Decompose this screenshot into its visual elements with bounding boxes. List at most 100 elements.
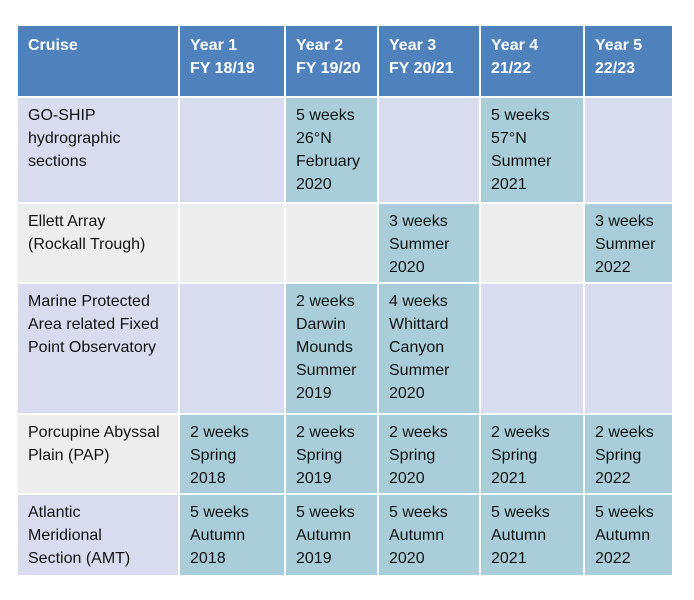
schedule-line: Spring <box>296 447 343 464</box>
cruise-name-line: Plain (PAP) <box>28 447 110 464</box>
cruise-name-line: Meridional <box>28 527 102 544</box>
schedule-line: 26°N <box>296 130 332 147</box>
schedule-line: 2021 <box>491 550 527 567</box>
schedule-line: 2020 <box>389 259 425 276</box>
schedule-line: 5 weeks <box>190 504 249 521</box>
cruise-name-line: GO-SHIP <box>28 107 96 124</box>
schedule-cell: 5 weeks Autumn 2021 <box>481 495 585 577</box>
schedule-line: 5 weeks <box>389 504 448 521</box>
schedule-cell: 2 weeks Spring 2022 <box>585 415 672 495</box>
cruise-name-line: Marine Protected <box>28 293 150 310</box>
schedule-line: 2 weeks <box>296 424 355 441</box>
schedule-line: 2019 <box>296 385 332 402</box>
schedule-line: Summer <box>296 362 357 379</box>
schedule-line: Summer <box>595 236 656 253</box>
schedule-line: Spring <box>595 447 642 464</box>
schedule-line: 2021 <box>491 470 527 487</box>
schedule-cell: 5 weeks Autumn 2022 <box>585 495 672 577</box>
cruise-name-cell: Atlantic Meridional Section (AMT) <box>18 495 180 577</box>
schedule-line: 5 weeks <box>491 504 550 521</box>
schedule-line: 2020 <box>389 550 425 567</box>
schedule-line: 2019 <box>296 550 332 567</box>
cruise-name-line: sections <box>28 153 87 170</box>
schedule-cell: 5 weeks 57°N Summer 2021 <box>481 98 585 204</box>
header-year-4: Year 4 21/22 <box>481 26 585 98</box>
schedule-line: Darwin <box>296 316 346 333</box>
schedule-line: Summer <box>491 153 552 170</box>
cruise-name-line: Atlantic <box>28 504 81 521</box>
header-year-1: Year 1 FY 18/19 <box>180 26 286 98</box>
schedule-line: 2018 <box>190 550 226 567</box>
empty-cell <box>481 204 585 284</box>
schedule-line: 5 weeks <box>296 504 355 521</box>
schedule-cell: 5 weeks Autumn 2019 <box>286 495 379 577</box>
cruise-schedule-table: Cruise Year 1 FY 18/19 Year 2 FY 19/20 Yea… <box>18 26 672 577</box>
schedule-cell: 4 weeks Whittard Canyon Summer 2020 <box>379 284 481 415</box>
cruise-name-line: Area related Fixed <box>28 316 159 333</box>
cruise-name-cell: Marine Protected Area related Fixed Point … <box>18 284 180 415</box>
schedule-line: 5 weeks <box>595 504 654 521</box>
schedule-cell: 2 weeks Spring 2020 <box>379 415 481 495</box>
table-row: Atlantic Meridional Section (AMT) 5 weeks Au… <box>18 495 672 577</box>
schedule-line: 2 weeks <box>190 424 249 441</box>
schedule-line: 4 weeks <box>389 293 448 310</box>
schedule-line: 2020 <box>296 176 332 193</box>
schedule-line: 3 weeks <box>595 213 654 230</box>
schedule-line: 3 weeks <box>389 213 448 230</box>
schedule-line: 2020 <box>389 385 425 402</box>
table-row: Porcupine Abyssal Plain (PAP) 2 weeks Sprin… <box>18 415 672 495</box>
schedule-line: Autumn <box>595 527 651 544</box>
schedule-line: 2 weeks <box>595 424 654 441</box>
schedule-cell: 2 weeks Darwin Mounds Summer 2019 <box>286 284 379 415</box>
schedule-cell: 3 weeks Summer 2022 <box>585 204 672 284</box>
schedule-line: Mounds <box>296 339 353 356</box>
schedule-line: February <box>296 153 361 170</box>
empty-cell <box>180 98 286 204</box>
cruise-name-line: Ellett Array <box>28 213 106 230</box>
empty-cell <box>379 98 481 204</box>
schedule-cell: 2 weeks Spring 2021 <box>481 415 585 495</box>
table-row: Ellett Array (Rockall Trough) 3 weeks Summe… <box>18 204 672 284</box>
table-row: Marine Protected Area related Fixed Point … <box>18 284 672 415</box>
schedule-line: 5 weeks <box>491 107 550 124</box>
schedule-line: Summer <box>389 362 450 379</box>
schedule-line: 2 weeks <box>389 424 448 441</box>
schedule-line: Autumn <box>296 527 352 544</box>
schedule-line: 2021 <box>491 176 527 193</box>
header-cruise: Cruise <box>18 26 180 98</box>
cruise-name-cell: GO-SHIP hydrographic sections <box>18 98 180 204</box>
empty-cell <box>180 204 286 284</box>
cruise-name-line: Porcupine Abyssal <box>28 424 160 441</box>
schedule-line: 2022 <box>595 470 631 487</box>
schedule-cell: 3 weeks Summer 2020 <box>379 204 481 284</box>
cruise-name-line: (Rockall Trough) <box>28 236 146 253</box>
schedule-line: Spring <box>491 447 538 464</box>
schedule-line: Whittard <box>389 316 449 333</box>
header-year-2: Year 2 FY 19/20 <box>286 26 379 98</box>
schedule-line: Autumn <box>389 527 445 544</box>
cruise-name-line: Point Observatory <box>28 339 157 356</box>
empty-cell <box>481 284 585 415</box>
schedule-line: 57°N <box>491 130 527 147</box>
table-row: GO-SHIP hydrographic sections 5 weeks 26°N Fe… <box>18 98 672 204</box>
schedule-line: Canyon <box>389 339 445 356</box>
schedule-cell: 5 weeks 26°N February 2020 <box>286 98 379 204</box>
schedule-line: Autumn <box>190 527 246 544</box>
empty-cell <box>585 98 672 204</box>
schedule-cell: 5 weeks Autumn 2018 <box>180 495 286 577</box>
schedule-cell: 2 weeks Spring 2019 <box>286 415 379 495</box>
schedule-line: Summer <box>389 236 450 253</box>
schedule-line: 2018 <box>190 470 226 487</box>
cruise-name-line: Section (AMT) <box>28 550 131 567</box>
schedule-line: 2022 <box>595 550 631 567</box>
header-year-5: Year 5 22/23 <box>585 26 672 98</box>
empty-cell <box>180 284 286 415</box>
schedule-line: 2 weeks <box>296 293 355 310</box>
schedule-line: Spring <box>389 447 436 464</box>
schedule-line: Autumn <box>491 527 547 544</box>
schedule-line: 2019 <box>296 470 332 487</box>
cruise-name-cell: Porcupine Abyssal Plain (PAP) <box>18 415 180 495</box>
schedule-line: 2022 <box>595 259 631 276</box>
schedule-line: Spring <box>190 447 237 464</box>
schedule-line: 2020 <box>389 470 425 487</box>
